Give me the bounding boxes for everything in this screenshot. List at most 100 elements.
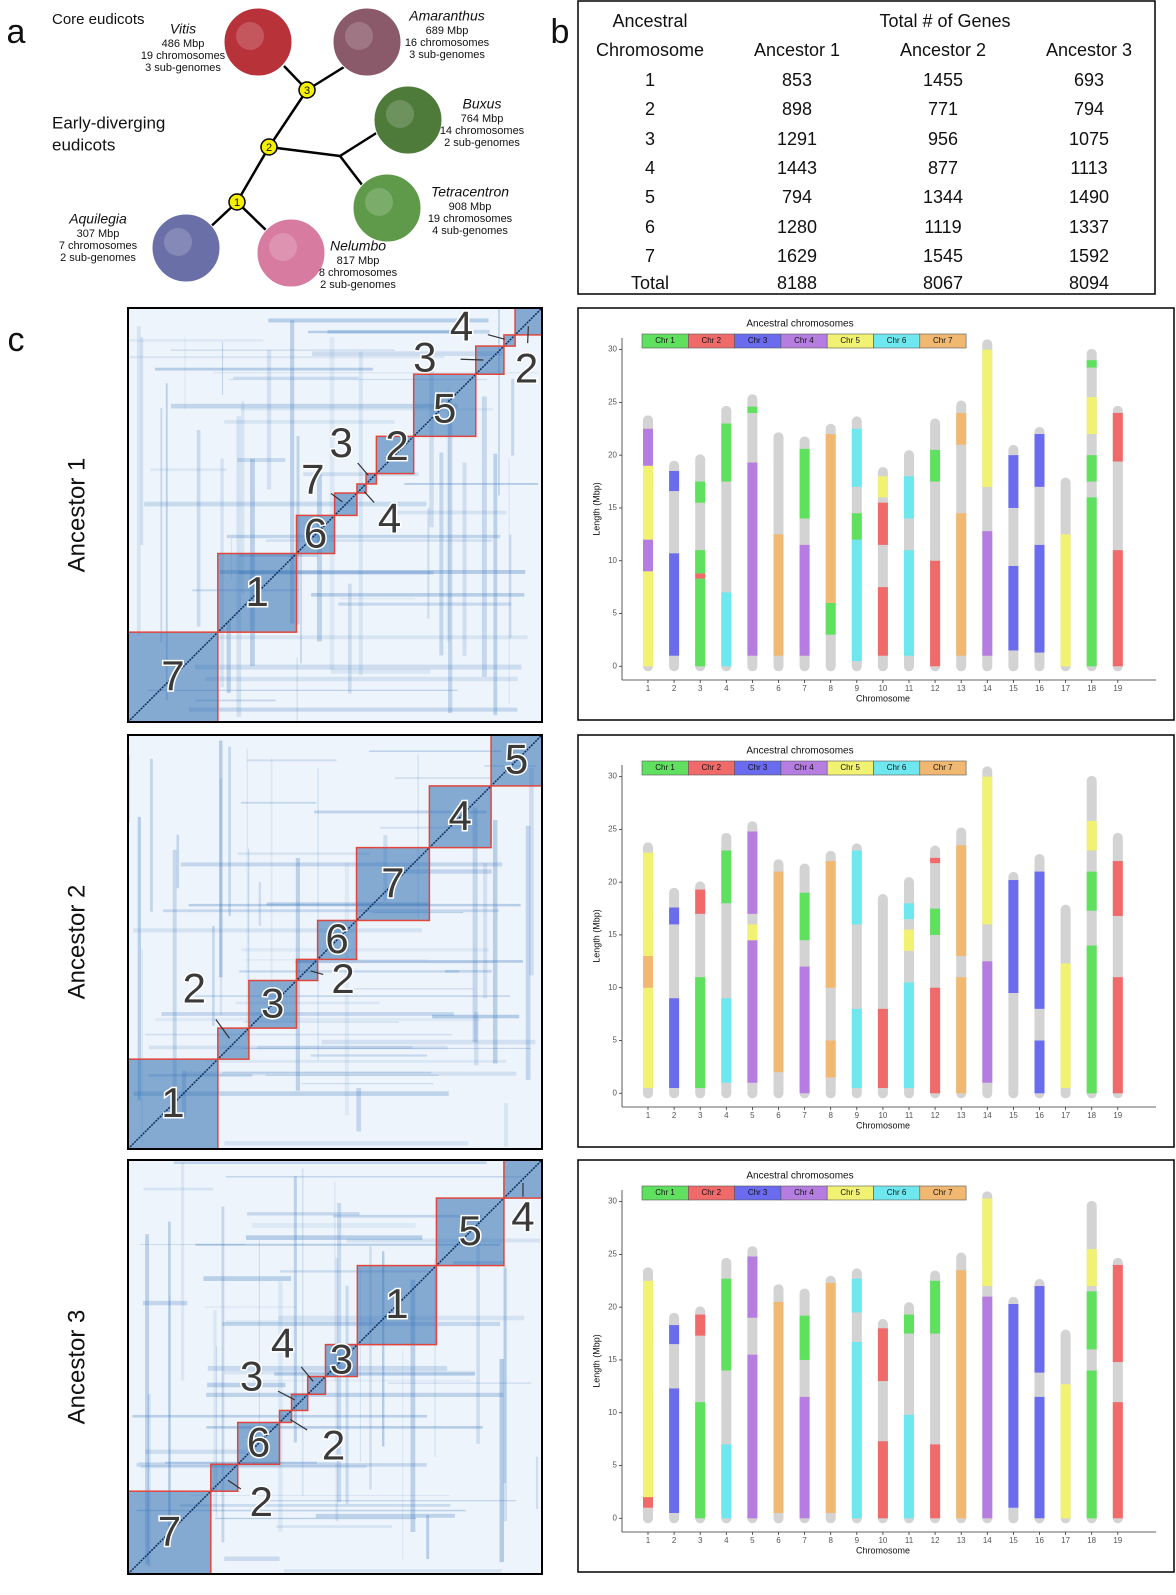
heatmap-texture xyxy=(189,708,518,712)
ancestral-segment xyxy=(1113,1402,1123,1518)
ancestral-segment xyxy=(878,1441,888,1518)
ancestral-segment xyxy=(774,872,784,1073)
ancestral-segment xyxy=(1087,397,1097,434)
ancestral-segment xyxy=(747,940,757,1082)
heatmap-texture xyxy=(155,1018,480,1021)
legend-title: Ancestral chromosomes xyxy=(746,319,853,330)
heatmap-texture xyxy=(500,1359,504,1562)
ancestral-segment xyxy=(852,851,862,925)
y-tick-label: 15 xyxy=(608,930,617,939)
y-tick-label: 20 xyxy=(608,877,617,886)
heatmap-texture xyxy=(511,379,514,456)
ancestral-segment xyxy=(800,449,810,519)
heatmap-label: 4 xyxy=(271,1320,294,1367)
y-tick-label: 30 xyxy=(608,1197,617,1206)
heatmap-label: 7 xyxy=(158,1508,181,1555)
y-tick-label: 10 xyxy=(608,1408,617,1417)
tree-node-label: 2 xyxy=(266,142,272,154)
ancestral-segment xyxy=(800,893,810,941)
table-cell: 5 xyxy=(645,187,655,207)
ancestral-segment xyxy=(721,1279,731,1371)
table-header: Chromosome xyxy=(596,40,704,60)
y-tick-label: 10 xyxy=(608,983,617,992)
heatmap-texture xyxy=(228,747,231,917)
heatmap-label: 2 xyxy=(331,955,354,1002)
table-cell: 1545 xyxy=(923,246,963,266)
table-cell: 1592 xyxy=(1069,246,1109,266)
heatmap-texture xyxy=(267,350,271,490)
heatmap-texture xyxy=(212,926,215,1026)
ancestral-segment xyxy=(1113,977,1123,1093)
x-tick-label: 3 xyxy=(698,684,703,693)
x-axis-title: Chromosome xyxy=(856,1120,910,1130)
heatmap-texture xyxy=(274,1372,475,1375)
legend-title: Ancestral chromosomes xyxy=(746,746,853,757)
heatmap-texture xyxy=(171,350,395,351)
x-tick-label: 11 xyxy=(905,684,914,693)
y-axis-title: Length (Mbp) xyxy=(591,1334,601,1388)
heatmap-texture xyxy=(143,1301,187,1305)
ancestral-segment xyxy=(643,540,653,572)
x-tick-label: 17 xyxy=(1061,1111,1070,1120)
heatmap-texture xyxy=(173,850,177,1095)
heatmap-label: 1 xyxy=(385,1280,408,1327)
ancestral-segment xyxy=(747,1355,757,1519)
ancestral-segment xyxy=(721,424,731,482)
ancestral-segment xyxy=(982,531,992,656)
table-cell: 1455 xyxy=(923,70,963,90)
ancestral-segment xyxy=(956,845,966,956)
species-info: 16 chromosomes xyxy=(405,37,490,49)
species-info: 817 Mbp xyxy=(337,255,380,267)
x-tick-label: 2 xyxy=(672,1111,677,1120)
ancestral-segment xyxy=(695,482,705,503)
heatmap-texture xyxy=(266,1500,515,1501)
ancestral-segment xyxy=(904,903,914,919)
heatmap-label: 4 xyxy=(449,792,472,839)
x-tick-label: 13 xyxy=(957,1111,966,1120)
ancestral-segment xyxy=(643,956,653,988)
heatmap-texture xyxy=(222,342,223,395)
species-info: 764 Mbp xyxy=(461,113,504,125)
ancestral-segment xyxy=(904,476,914,518)
ancestral-segment xyxy=(747,924,757,940)
species-info: 7 chromosomes xyxy=(59,240,138,252)
species-info: 689 Mbp xyxy=(426,25,469,37)
heatmap-label: 3 xyxy=(240,1352,263,1399)
ancestral-segment xyxy=(669,908,679,925)
ancestral-segment xyxy=(721,998,731,1082)
table-cell: 877 xyxy=(928,158,958,178)
ancestral-segment xyxy=(695,550,705,573)
heatmap-texture xyxy=(139,1462,336,1463)
legend-label: Chr 6 xyxy=(887,763,907,772)
heatmap-label: 2 xyxy=(183,965,206,1012)
ancestral-segment xyxy=(695,1315,705,1336)
y-tick-label: 5 xyxy=(613,1461,618,1470)
heatmap-label: 6 xyxy=(325,915,348,962)
heatmap-texture xyxy=(529,768,534,976)
table-cell: 1629 xyxy=(777,246,817,266)
x-tick-label: 8 xyxy=(828,1111,833,1120)
heatmap-texture xyxy=(259,1240,260,1428)
heatmap-label: 1 xyxy=(161,1079,184,1126)
legend-label: Chr 2 xyxy=(702,1188,722,1197)
x-tick-label: 11 xyxy=(905,1111,914,1120)
row-label: Ancestor 1 xyxy=(63,458,90,573)
row-label: Ancestor 2 xyxy=(63,885,90,1000)
heatmap-label: 6 xyxy=(247,1418,270,1465)
y-axis-title: Length (Mbp) xyxy=(591,909,601,963)
ancestral-segment xyxy=(643,429,653,466)
legend-label: Chr 1 xyxy=(655,1188,675,1197)
ancestral-segment xyxy=(956,413,966,445)
x-tick-label: 7 xyxy=(802,1111,807,1120)
x-tick-label: 18 xyxy=(1087,1111,1096,1120)
heatmap-texture xyxy=(301,1083,433,1084)
ancestral-segment xyxy=(1087,455,1097,481)
table-cell: 693 xyxy=(1074,70,1104,90)
heatmap-texture xyxy=(246,1235,422,1240)
heatmap-texture xyxy=(174,1161,487,1164)
heatmap-texture xyxy=(129,339,263,342)
heatmap-label: 5 xyxy=(458,1207,481,1254)
heatmap-texture xyxy=(252,1380,470,1382)
legend-label: Chr 1 xyxy=(655,336,675,345)
tree-node-label: 1 xyxy=(234,197,240,209)
